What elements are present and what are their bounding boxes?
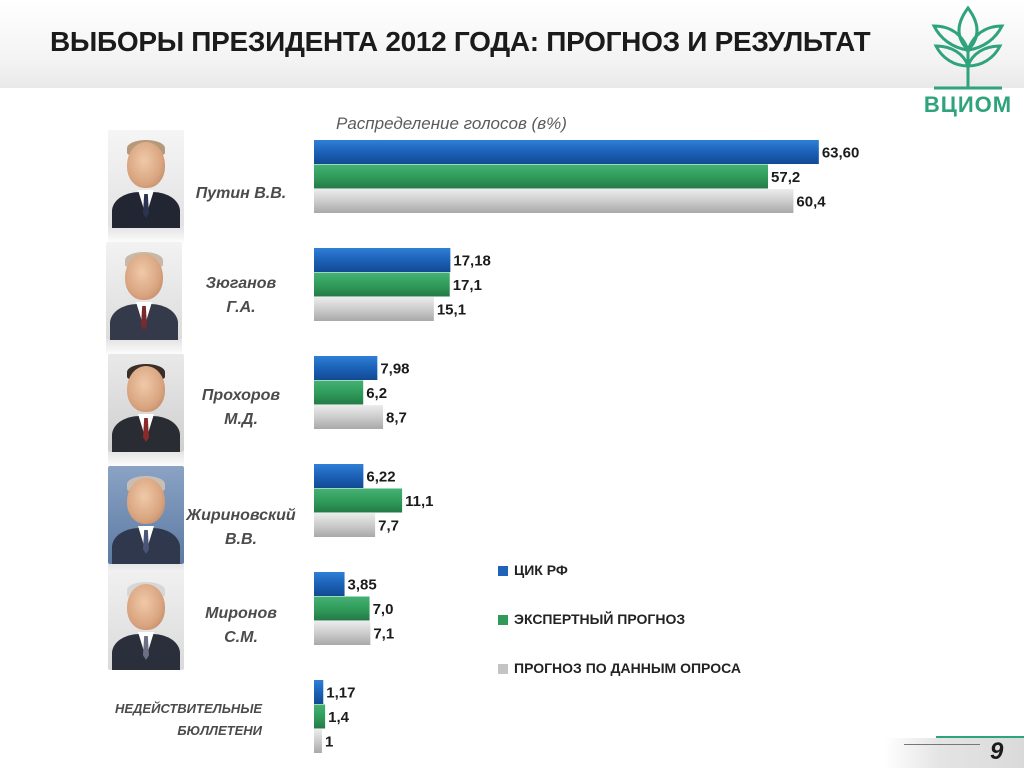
bar-expert <box>314 380 364 405</box>
page-title: ВЫБОРЫ ПРЕЗИДЕНТА 2012 ГОДА: ПРОГНОЗ И Р… <box>50 26 871 57</box>
portrait-reflection <box>108 452 184 468</box>
data-label: 17,18 <box>453 253 491 270</box>
data-label: 1,4 <box>328 709 350 726</box>
data-label: 7,98 <box>380 361 409 378</box>
data-label: 6,22 <box>366 469 395 486</box>
data-label: 17,1 <box>453 277 482 294</box>
bar-survey <box>314 405 384 429</box>
portrait-reflection <box>106 340 182 356</box>
footer-band <box>884 738 1024 768</box>
bar-expert <box>314 704 326 729</box>
bar-expert <box>314 488 403 513</box>
bar-cik <box>314 680 324 704</box>
legend-swatch <box>498 566 508 576</box>
candidate-name: Миронов С.М. <box>205 605 277 646</box>
bar-survey <box>314 729 322 753</box>
logo-wordmark: ВЦИОМ <box>923 92 1013 117</box>
data-label: 60,4 <box>796 194 826 211</box>
chart-title: Распределение голосов (в%) <box>336 114 567 133</box>
data-label: 63,60 <box>822 145 860 162</box>
legend-swatch <box>498 615 508 625</box>
candidate-name: Зюганов Г.А. <box>205 275 277 316</box>
bar-expert <box>314 596 370 621</box>
legend-label: ЭКСПЕРТНЫЙ ПРОГНОЗ <box>514 611 686 627</box>
bar-survey <box>314 513 376 537</box>
portrait-zhirinovsky <box>108 466 184 564</box>
bar-cik <box>314 572 345 596</box>
bar-expert <box>314 272 450 297</box>
data-label: 7,0 <box>373 601 394 618</box>
portrait-putin <box>108 130 184 228</box>
legend-label: ЦИК РФ <box>514 562 568 578</box>
data-label: 11,1 <box>405 493 433 510</box>
bar-cik <box>314 356 378 380</box>
candidate-name: Жириновский В.В. <box>186 507 296 548</box>
data-label: 7,7 <box>378 518 399 535</box>
portrait-prokhorov <box>108 354 184 452</box>
candidate-name: Прохоров М.Д. <box>201 387 281 428</box>
bar-cik <box>314 248 451 272</box>
portrait-reflection <box>108 228 184 244</box>
data-label: 8,7 <box>386 410 407 427</box>
header-band <box>0 0 1024 88</box>
data-label: 57,2 <box>771 169 800 186</box>
data-label: 1 <box>325 734 333 751</box>
candidate-name: Путин В.В. <box>195 185 287 202</box>
bar-survey <box>314 621 371 645</box>
page-number: 9 <box>990 738 1004 765</box>
data-label: 7,1 <box>373 626 394 643</box>
bar-expert <box>314 164 769 189</box>
vciom-logo: ВЦИОМ <box>912 0 1024 120</box>
legend-label: ПРОГНОЗ ПО ДАННЫМ ОПРОСА <box>514 660 741 676</box>
footer-divider <box>936 736 1024 738</box>
bar-cik <box>314 140 819 164</box>
candidate-name-invalid-ballots: НЕДЕЙСТВИТЕЛЬНЫЕ БЮЛЛЕТЕНИ <box>114 701 262 738</box>
data-label: 15,1 <box>437 302 466 319</box>
bar-survey <box>314 189 794 213</box>
legend-swatch <box>498 664 508 674</box>
data-label: 1,17 <box>326 685 355 702</box>
portrait-mironov <box>108 572 184 670</box>
footer-divider <box>904 744 980 745</box>
bar-survey <box>314 297 434 321</box>
bar-cik <box>314 464 364 488</box>
portrait-zyuganov <box>106 242 182 340</box>
data-label: 3,85 <box>348 577 377 594</box>
data-label: 6,2 <box>366 385 387 402</box>
leaf-sprout-icon <box>931 5 1005 90</box>
